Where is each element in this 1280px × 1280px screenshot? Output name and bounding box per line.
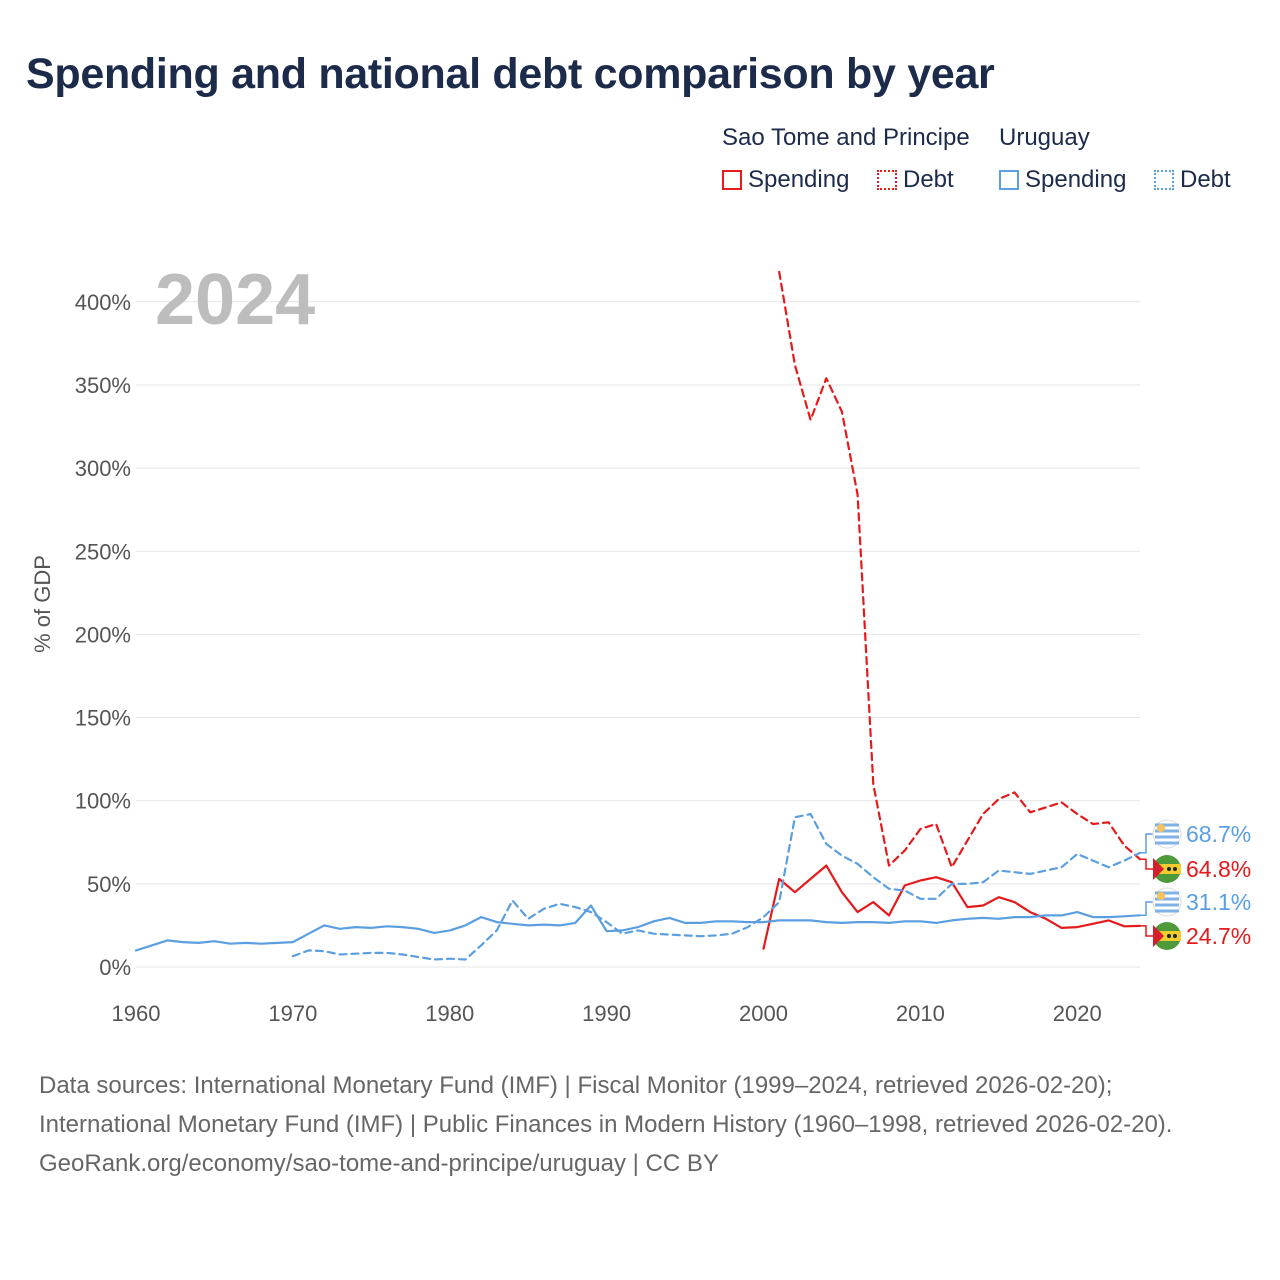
end-labels: 24.7% 64.8% 31.1% 68.7% — [1140, 819, 1251, 950]
flag-stripe — [1155, 909, 1179, 913]
x-tick-label: 2010 — [896, 1001, 945, 1026]
flag-stripe — [1155, 823, 1179, 827]
x-tick-label: 1970 — [268, 1001, 317, 1026]
x-tick-label: 1960 — [112, 1001, 161, 1026]
y-tick-label: 50% — [87, 872, 131, 897]
y-tick-label: 0% — [99, 955, 131, 980]
flag-star — [1167, 934, 1171, 938]
flag-triangle — [1153, 925, 1164, 947]
end-value-label: 64.8% — [1186, 856, 1251, 882]
series-line-ury_spending — [134, 904, 1142, 952]
flag-stripe — [1155, 891, 1179, 895]
end-value-label: 24.7% — [1186, 923, 1251, 949]
flag-triangle — [1153, 858, 1164, 880]
end-label-stp_debt: 64.8% — [1140, 855, 1251, 883]
end-connector — [1140, 901, 1154, 917]
y-tick-label: 300% — [75, 456, 131, 481]
legend-label: Debt — [903, 166, 954, 193]
flag-star — [1173, 934, 1177, 938]
flag-stripe — [1155, 897, 1179, 901]
end-label-ury_debt: 68.7% — [1140, 819, 1251, 854]
flag-stripe — [1155, 835, 1179, 839]
legend-swatch-dotted-blue — [1154, 170, 1174, 190]
y-tick-label: 250% — [75, 539, 131, 564]
flag-star — [1173, 867, 1177, 871]
x-tick-label: 1980 — [425, 1001, 474, 1026]
series-line-ury_debt — [291, 812, 1142, 961]
flag-sun — [1157, 892, 1165, 900]
series-lines — [134, 270, 1142, 961]
x-tick-label: 2000 — [739, 1001, 788, 1026]
x-tick-label: 2020 — [1053, 1001, 1102, 1026]
legend-item-ury-spending[interactable]: Spending — [999, 166, 1126, 194]
line-chart: 2024 % of GDP 0% 50% 100% 150% 200% 250% 300% 3… — [30, 260, 1251, 1026]
gridlines — [136, 301, 1140, 968]
y-axis-ticks: 0% 50% 100% 150% 200% 250% 300% 350% 400% — [75, 290, 131, 980]
flag-star — [1167, 867, 1171, 871]
year-watermark: 2024 — [155, 260, 315, 340]
end-connector — [1140, 925, 1154, 937]
credit-link[interactable]: GeoRank.org/economy/sao-tome-and-princip… — [39, 1150, 719, 1177]
end-connector — [1140, 858, 1154, 870]
data-sources: Data sources: International Monetary Fun… — [39, 1072, 1173, 1138]
legend-item-stp-spending[interactable]: Spending — [722, 166, 849, 194]
y-tick-label: 350% — [75, 373, 131, 398]
legend-group-sao-tome: Sao Tome and Principe — [722, 124, 970, 151]
y-tick-label: 150% — [75, 706, 131, 731]
y-tick-label: 100% — [75, 789, 131, 814]
legend-group-uruguay: Uruguay — [999, 124, 1090, 151]
flag-stripe — [1155, 829, 1179, 833]
y-axis-label: % of GDP — [30, 555, 55, 653]
legend-label: Spending — [748, 166, 850, 193]
chart-title: Spending and national debt comparison by… — [26, 50, 995, 98]
y-tick-label: 200% — [75, 622, 131, 647]
end-connector — [1140, 833, 1154, 854]
x-tick-label: 1990 — [582, 1001, 631, 1026]
legend-swatch-solid-red — [722, 170, 742, 190]
legend-label: Spending — [1025, 166, 1127, 193]
series-line-stp_debt — [778, 270, 1142, 869]
legend-swatch-solid-blue — [999, 170, 1019, 190]
x-axis-ticks: 1960 1970 1980 1990 2000 2010 2020 — [112, 1001, 1102, 1026]
end-value-label: 31.1% — [1186, 889, 1251, 915]
end-label-stp_spending: 24.7% — [1140, 922, 1251, 950]
flag-sun — [1157, 824, 1165, 832]
legend-label: Debt — [1180, 166, 1231, 193]
end-label-ury_spending: 31.1% — [1140, 887, 1251, 917]
legend-item-stp-debt[interactable]: Debt — [877, 166, 954, 194]
flag-stripe — [1155, 903, 1179, 907]
series-line-stp_spending — [762, 864, 1142, 950]
legend-swatch-dotted-red — [877, 170, 897, 190]
legend-item-ury-debt[interactable]: Debt — [1154, 166, 1231, 194]
flag-stripe — [1155, 841, 1179, 845]
end-value-label: 68.7% — [1186, 821, 1251, 847]
footer: Data sources: International Monetary Fun… — [39, 1066, 1239, 1183]
y-tick-label: 400% — [75, 290, 131, 315]
